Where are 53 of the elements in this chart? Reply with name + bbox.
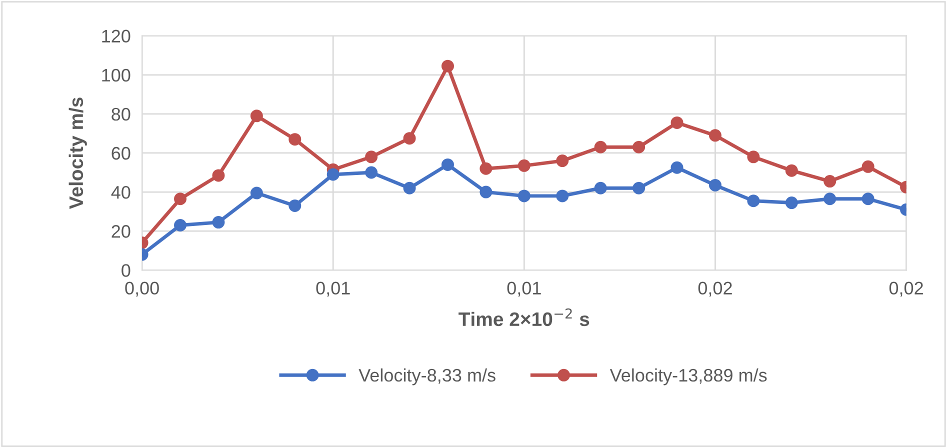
y-tick-label: 100	[102, 68, 130, 82]
x-tick-label: 0,02	[889, 282, 923, 297]
y-tick-label: 40	[111, 186, 130, 199]
x-tick-label: 0,01	[507, 282, 541, 297]
point	[212, 216, 225, 229]
point	[403, 132, 416, 145]
point	[632, 182, 646, 194]
point	[862, 192, 874, 206]
point	[632, 140, 646, 154]
point	[174, 218, 187, 232]
point	[480, 162, 492, 175]
point	[747, 194, 760, 208]
point	[250, 186, 263, 200]
point	[212, 169, 225, 182]
point	[365, 150, 378, 164]
legend-label: Velocity-13,889 m/s	[610, 368, 767, 386]
point	[862, 160, 874, 173]
point	[365, 166, 378, 179]
legend-label: Velocity-8,33 m/s	[358, 368, 496, 386]
x-tick-label: 0,00	[125, 282, 159, 297]
point	[747, 150, 760, 164]
point	[403, 182, 416, 194]
point	[441, 60, 454, 72]
point	[518, 159, 530, 172]
point	[441, 158, 454, 171]
point	[594, 182, 607, 194]
point	[824, 175, 836, 188]
point	[708, 129, 722, 142]
point	[556, 190, 569, 202]
x-tick-label: 0,02	[698, 282, 732, 297]
y-tick-label: 120	[102, 30, 130, 43]
y-tick-label: 60	[112, 146, 130, 160]
point	[326, 168, 340, 181]
y-tick-label: 20	[112, 225, 130, 238]
point	[785, 196, 798, 210]
point	[594, 140, 607, 154]
point	[708, 178, 722, 192]
point	[288, 199, 302, 212]
point	[518, 190, 530, 202]
x-tick-label: 0,01	[316, 282, 350, 297]
point	[670, 116, 684, 129]
point	[670, 161, 684, 174]
y-tick-label: 80	[112, 108, 130, 121]
point	[288, 133, 302, 146]
y-tick-label: 0	[122, 264, 130, 277]
point	[174, 192, 187, 206]
point	[785, 164, 798, 177]
point	[824, 192, 836, 206]
x-axis-title: Time 2×10$^{−2}$ s	[458, 308, 590, 326]
point	[556, 154, 569, 168]
point	[480, 186, 492, 198]
point	[250, 110, 263, 122]
y-axis-title: Velocity m/s	[68, 98, 87, 210]
